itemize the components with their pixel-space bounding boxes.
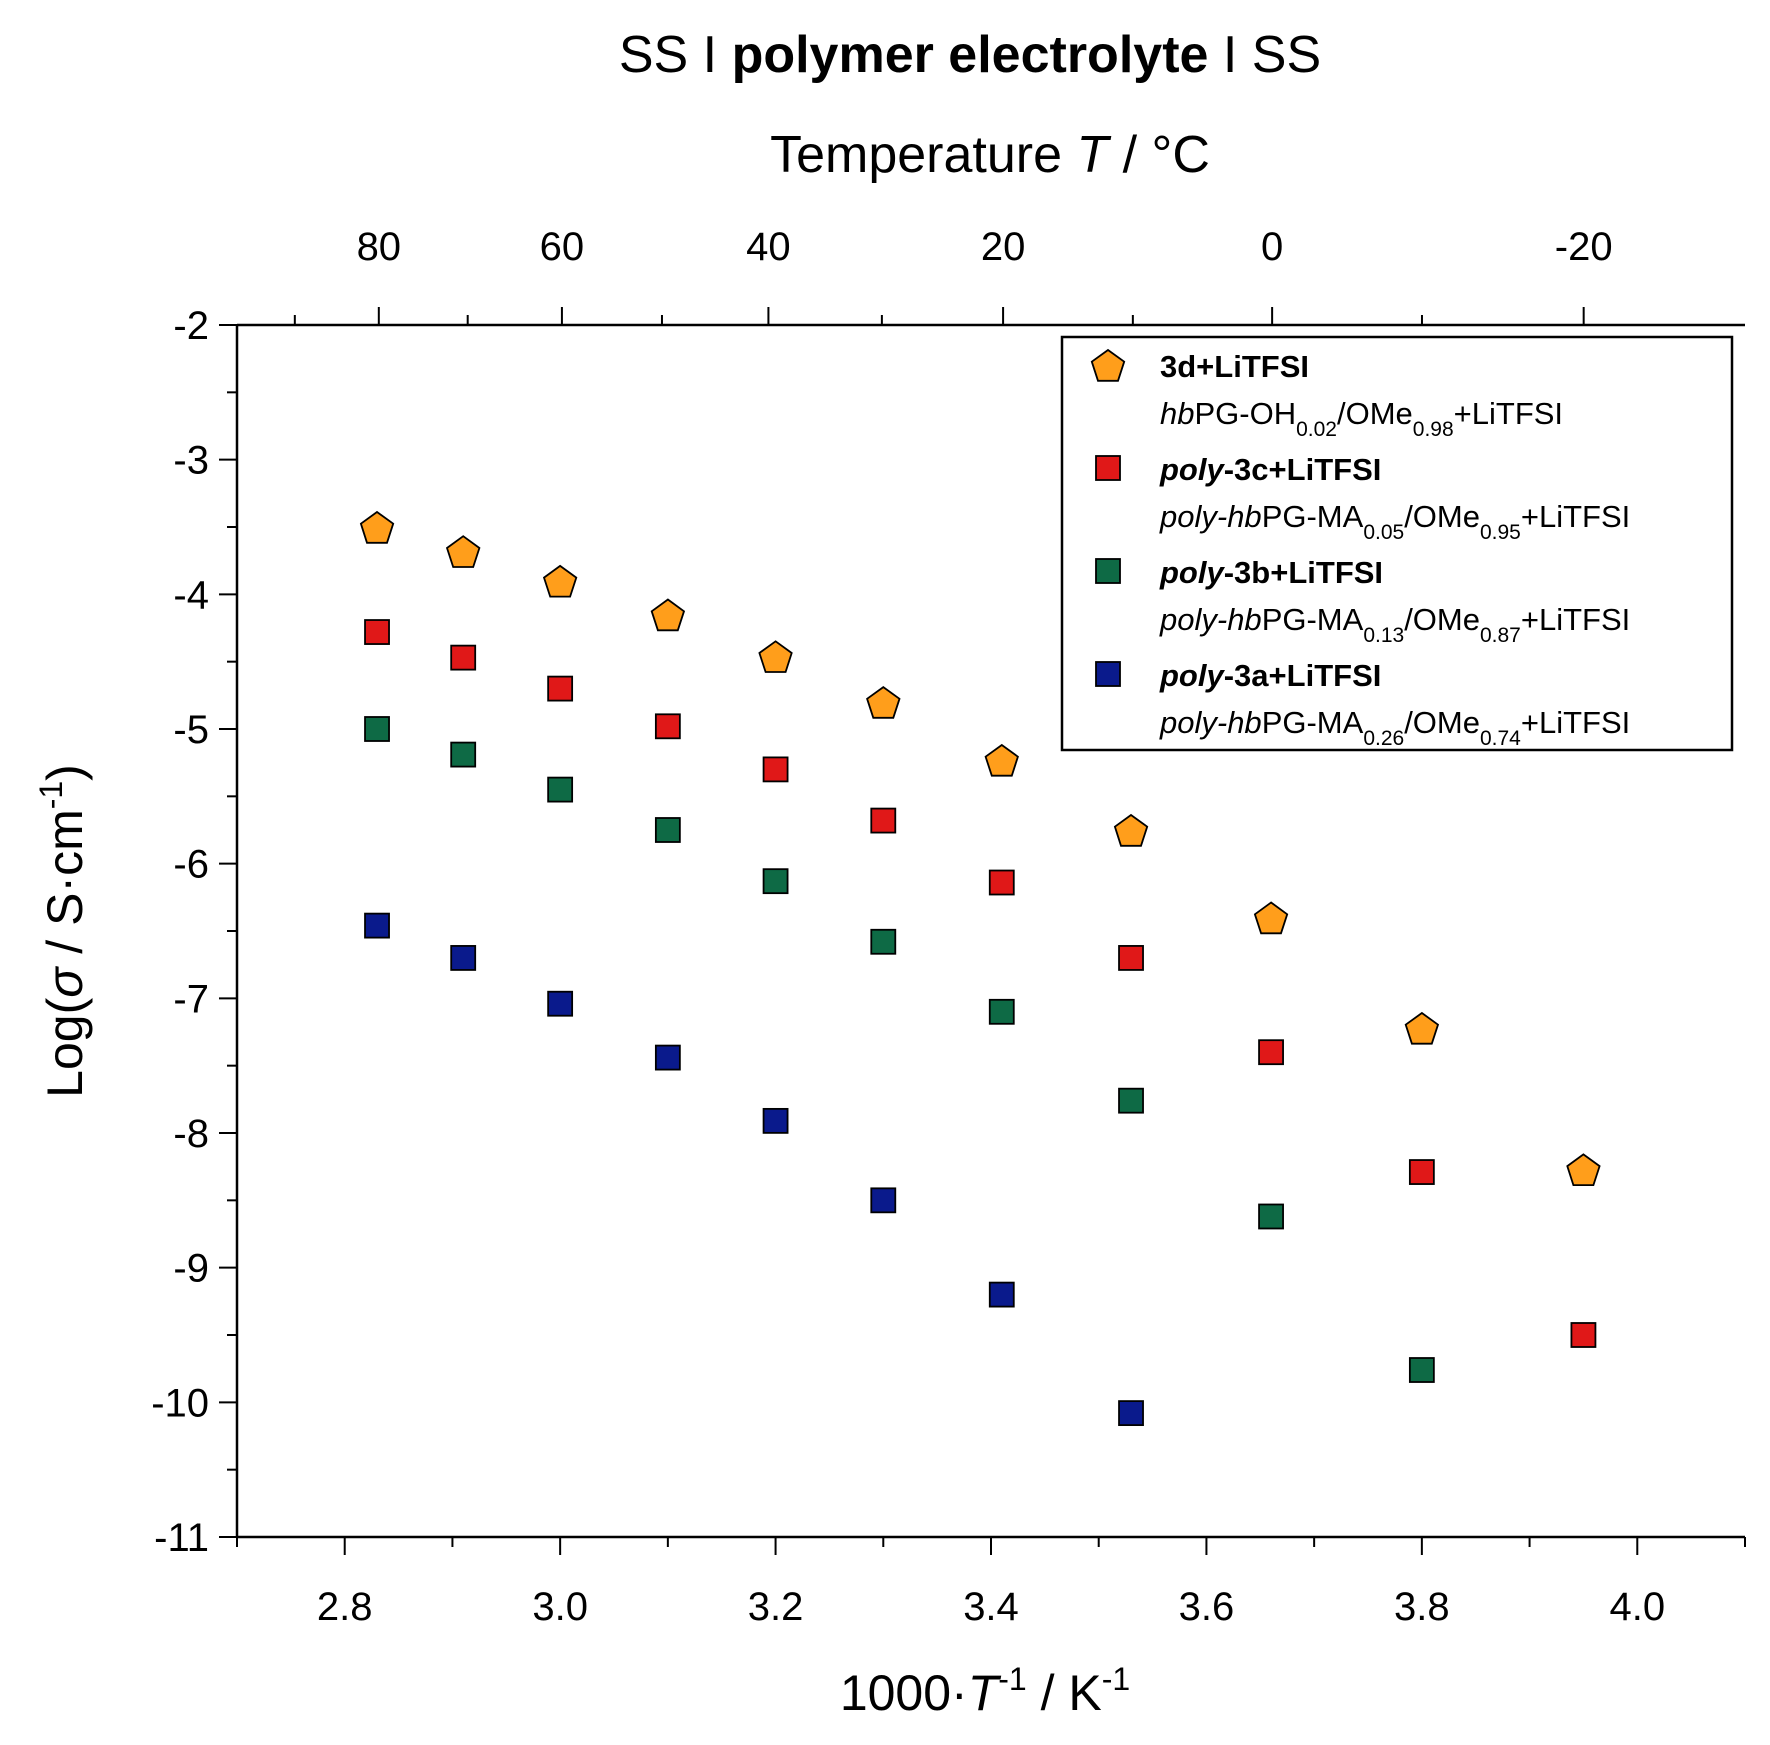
data-point — [547, 675, 574, 702]
data-point — [450, 945, 477, 971]
data-point — [762, 1107, 789, 1134]
data-point — [1404, 1011, 1440, 1045]
series-3 — [364, 716, 1435, 1383]
x-tick-label: 3.0 — [532, 1585, 588, 1629]
y-tick-label: -2 — [173, 304, 209, 348]
data-point — [1570, 1322, 1597, 1348]
top-tick-label: 20 — [981, 225, 1026, 269]
series-1 — [359, 510, 1601, 1186]
y-tick-label: -3 — [173, 439, 209, 483]
data-point — [359, 510, 395, 544]
data-point — [988, 998, 1015, 1025]
legend-marker — [1095, 558, 1121, 584]
legend-formula: poly-hbPG-MA0.05/OMe0.95+LiTFSI — [1159, 499, 1630, 544]
data-point — [364, 912, 390, 939]
data-point — [1408, 1357, 1435, 1383]
data-point — [364, 619, 390, 645]
legend-name: poly-3c+LiTFSI — [1159, 452, 1381, 487]
top-tick-label: 80 — [357, 225, 402, 269]
data-points-group — [359, 510, 1601, 1427]
x-tick-label: 3.2 — [748, 1585, 804, 1629]
data-point — [1258, 1039, 1284, 1066]
series-2 — [364, 619, 1597, 1348]
data-point — [445, 535, 481, 568]
x-tick-label: 4.0 — [1609, 1585, 1665, 1629]
data-point — [1253, 901, 1289, 935]
legend-entry-3: poly-3b+LiTFSI poly-hbPG-MA0.13/OMe0.87+L… — [1095, 555, 1630, 647]
y-tick-label: -11 — [154, 1516, 209, 1560]
legend-formula: hbPG-OH0.02/OMe0.98+LiTFSI — [1160, 396, 1563, 441]
data-point — [1408, 1159, 1435, 1185]
data-point — [364, 716, 390, 742]
chart-title-group: SS I polymer electrolyte I SS Temperatur… — [619, 26, 1321, 184]
data-point — [988, 869, 1015, 896]
data-point — [547, 776, 574, 803]
x-tick-label: 3.6 — [1179, 1585, 1235, 1629]
x-tick-label: 2.8 — [317, 1585, 373, 1629]
data-point — [758, 640, 793, 673]
data-point — [1258, 1203, 1284, 1230]
data-point — [547, 990, 574, 1017]
y-tick-label: -7 — [173, 977, 209, 1021]
legend: 3d+LiTFSI hbPG-OH0.02/OMe0.98+LiTFSI poly-… — [1060, 335, 1734, 752]
data-point — [988, 1281, 1015, 1308]
data-point — [762, 868, 789, 895]
data-point — [654, 1044, 681, 1071]
x-axis-title: 1000·T-1 / K-1 — [840, 1661, 1130, 1721]
data-point — [870, 928, 897, 955]
legend-name: 3d+LiTFSI — [1160, 349, 1309, 384]
top-tick-label: 0 — [1261, 225, 1283, 269]
top-tick-label: -20 — [1555, 225, 1613, 269]
top-axis-title: Temperature T / °C — [770, 126, 1210, 184]
legend-marker — [1090, 348, 1126, 382]
legend-name: poly-3a+LiTFSI — [1159, 658, 1381, 693]
legend-name: poly-3b+LiTFSI — [1159, 555, 1383, 590]
data-point — [654, 817, 681, 843]
y-tick-label: -6 — [173, 843, 209, 887]
legend-entry-1: 3d+LiTFSI hbPG-OH0.02/OMe0.98+LiTFSI — [1090, 348, 1563, 441]
legend-entry-2: poly-3c+LiTFSI poly-hbPG-MA0.05/OMe0.95+L… — [1095, 452, 1630, 544]
data-point — [984, 743, 1019, 777]
data-point — [542, 564, 578, 598]
data-point — [1118, 1087, 1144, 1114]
x-tick-label: 3.4 — [963, 1585, 1019, 1629]
legend-box — [1060, 335, 1734, 752]
data-point — [1118, 945, 1144, 971]
data-point — [1118, 1400, 1144, 1427]
data-point — [650, 598, 686, 632]
legend-formula: poly-hbPG-MA0.26/OMe0.74+LiTFSI — [1159, 705, 1630, 750]
data-point — [654, 713, 681, 740]
top-tick-label: 40 — [746, 225, 791, 269]
top-tick-label: 60 — [540, 225, 585, 269]
legend-marker — [1095, 455, 1121, 481]
data-point — [870, 807, 897, 834]
y-tick-label: -8 — [173, 1112, 209, 1156]
y-axis-title: Log(σ / S·cm-1) — [33, 764, 93, 1098]
data-point — [1113, 813, 1149, 847]
data-point — [870, 1187, 897, 1214]
series-4 — [364, 912, 1144, 1427]
data-point — [450, 741, 477, 768]
y-tick-label: -9 — [173, 1247, 209, 1291]
y-tick-label: -10 — [151, 1381, 209, 1425]
data-point — [450, 644, 477, 671]
data-point — [866, 685, 901, 719]
y-tick-label: -4 — [173, 573, 209, 617]
y-tick-label: -5 — [173, 708, 209, 752]
data-point — [1566, 1153, 1601, 1186]
ticks-group: 2.8 3.0 3.2 3.4 3.6 3.8 4.0 -2 -3 -4 -5 -6 -7 -8 -9 -10… — [151, 225, 1746, 1629]
chart-title: SS I polymer electrolyte I SS — [619, 26, 1321, 84]
data-point — [762, 756, 789, 783]
legend-formula: poly-hbPG-MA0.13/OMe0.87+LiTFSI — [1159, 602, 1630, 647]
x-tick-label: 3.8 — [1394, 1585, 1450, 1629]
legend-entry-4: poly-3a+LiTFSI poly-hbPG-MA0.26/OMe0.74+L… — [1095, 658, 1630, 750]
legend-marker — [1095, 661, 1121, 687]
